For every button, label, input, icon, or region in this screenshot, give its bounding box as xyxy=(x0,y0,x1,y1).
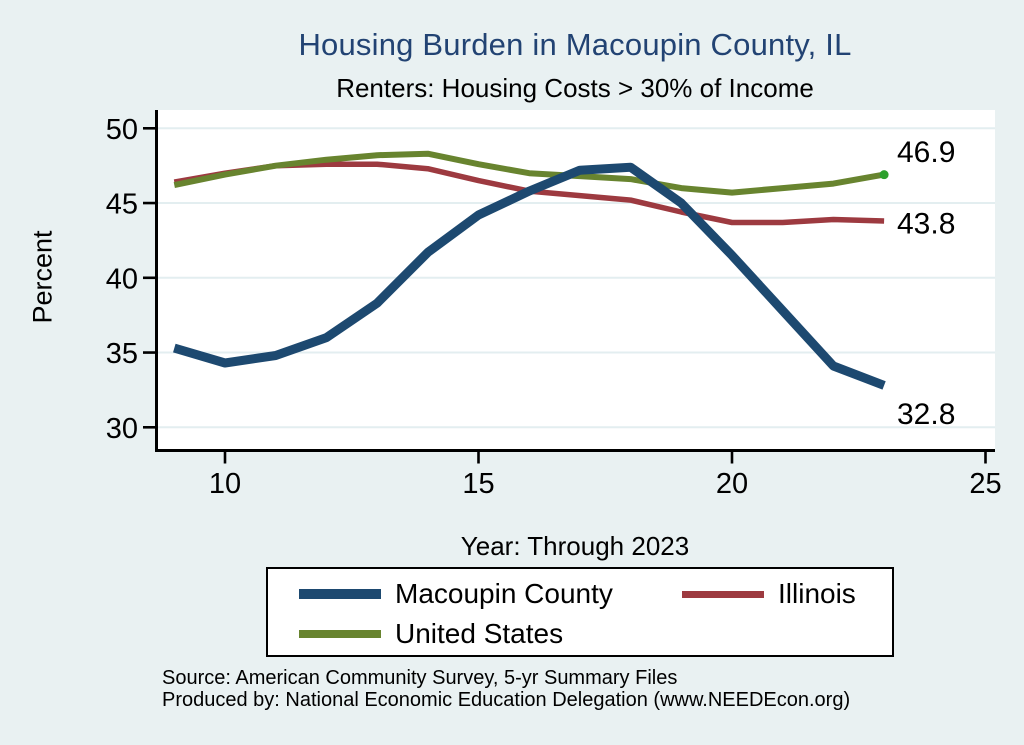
legend-swatch-macoupin-county xyxy=(299,588,381,600)
series-line-macoupin-county xyxy=(173,162,886,390)
y-tick-label-30: 30 xyxy=(106,413,138,445)
legend-swatch-united-states xyxy=(299,630,381,638)
source-line-1: Source: American Community Survey, 5-yr … xyxy=(162,667,678,689)
y-tick-label-35: 35 xyxy=(106,338,138,370)
legend-label-united-states: United States xyxy=(395,618,564,649)
legend-label-illinois: Illinois xyxy=(778,578,856,609)
end-label-macoupin-county: 32.8 xyxy=(897,398,955,431)
legend-swatch-illinois xyxy=(682,590,764,598)
x-tick-label-25: 25 xyxy=(969,468,1001,500)
legend-label-macoupin-county: Macoupin County xyxy=(395,578,613,609)
end-label-illinois: 43.8 xyxy=(897,207,955,240)
y-axis-title: Percent xyxy=(27,230,58,324)
y-tick-label-50: 50 xyxy=(106,114,138,146)
x-tick-label-15: 15 xyxy=(462,468,494,500)
source-line-2: Produced by: National Economic Education… xyxy=(162,689,851,711)
x-tick-label-20: 20 xyxy=(716,468,748,500)
series-line-united-states xyxy=(173,150,885,196)
legend: Macoupin County Illinois United States xyxy=(266,567,894,657)
x-tick-label-10: 10 xyxy=(209,468,241,500)
y-tick-label-45: 45 xyxy=(106,189,138,221)
end-label-united-states: 46.9 xyxy=(897,136,955,169)
plot-area xyxy=(155,110,995,452)
legend-item-united-states: United States xyxy=(299,617,563,651)
page-subtitle: Renters: Housing Costs > 30% of Income xyxy=(336,73,814,103)
end-marker-united-states xyxy=(879,170,889,180)
legend-item-macoupin-county: Macoupin County xyxy=(299,577,613,611)
y-tick-label-40: 40 xyxy=(106,263,138,295)
source-note: Source: American Community Survey, 5-yr … xyxy=(162,667,850,711)
legend-item-illinois: Illinois xyxy=(682,577,856,611)
page-title: Housing Burden in Macoupin County, IL xyxy=(298,27,852,62)
x-axis-title: Year: Through 2023 xyxy=(460,531,690,561)
